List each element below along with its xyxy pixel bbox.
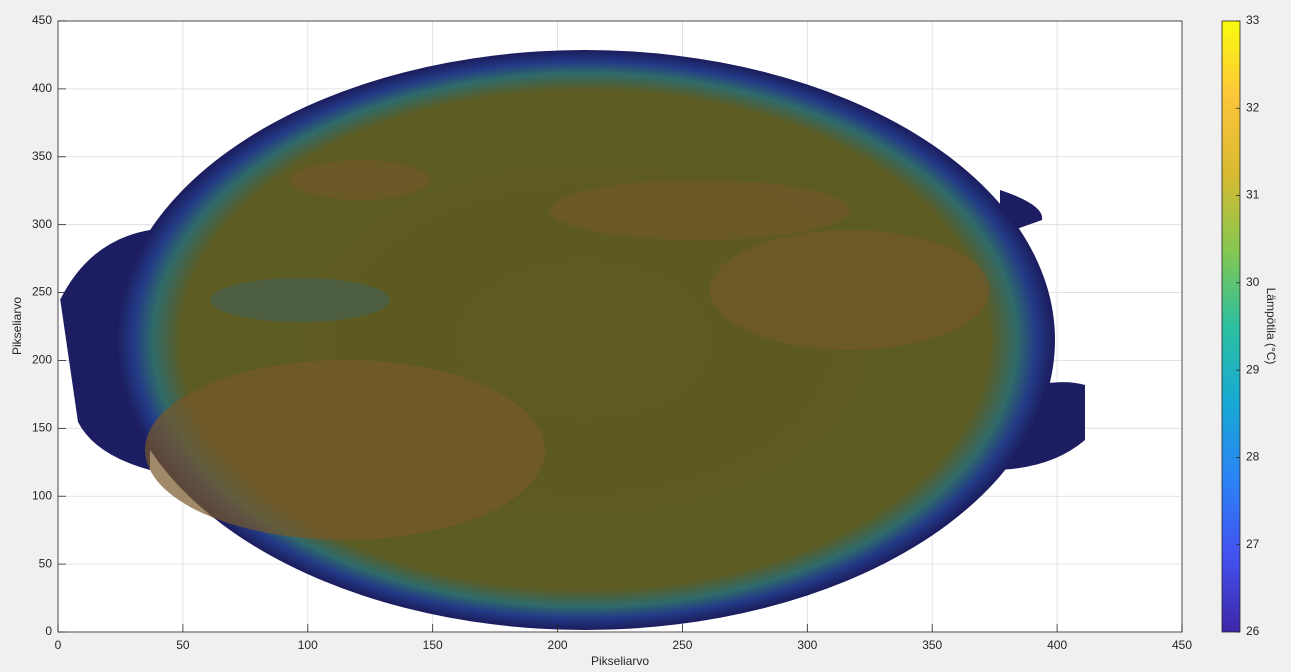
image-region [710, 230, 990, 350]
x-tick-label: 400 [1047, 638, 1067, 652]
colorbar-label: Lämpötila (°C) [1264, 288, 1278, 365]
colorbar-tick-label: 31 [1246, 188, 1260, 202]
y-axis-label: Pikseliarvo [10, 297, 24, 355]
x-tick-label: 250 [672, 638, 692, 652]
colorbar-tick-label: 27 [1246, 537, 1260, 551]
x-tick-label: 200 [548, 638, 568, 652]
y-tick-label: 0 [45, 624, 52, 638]
x-tick-label: 450 [1172, 638, 1192, 652]
x-axis-label: Pikseliarvo [591, 654, 649, 668]
colorbar-tick-label: 28 [1246, 450, 1260, 464]
y-tick-label: 100 [32, 488, 52, 502]
y-tick-label: 350 [32, 149, 52, 163]
image-region [210, 278, 390, 322]
x-tick-label: 150 [423, 638, 443, 652]
y-tick-label: 150 [32, 421, 52, 435]
y-tick-label: 400 [32, 81, 52, 95]
colorbar-tick-label: 33 [1246, 13, 1260, 27]
x-tick-label: 350 [922, 638, 942, 652]
colorbar-tick-label: 32 [1246, 100, 1260, 114]
y-tick-label: 50 [39, 556, 53, 570]
x-tick-label: 300 [797, 638, 817, 652]
image-region [550, 180, 850, 240]
y-tick-label: 300 [32, 217, 52, 231]
page: {"chart_data": {"type": "heatmap", "xlab… [0, 0, 1291, 672]
x-tick-label: 100 [298, 638, 318, 652]
y-tick-label: 450 [32, 13, 52, 27]
x-tick-label: 50 [176, 638, 190, 652]
y-tick-label: 250 [32, 285, 52, 299]
colorbar-tick-label: 30 [1246, 275, 1260, 289]
y-tick-label: 200 [32, 353, 52, 367]
colorbar: 26 27 28 29 30 31 32 33 [1222, 13, 1260, 638]
x-tick-label: 0 [55, 638, 62, 652]
image-region [145, 360, 545, 540]
colorbar-tick-label: 29 [1246, 362, 1260, 376]
colorbar-tick-label: 26 [1246, 624, 1260, 638]
colorbar-scale [1222, 21, 1240, 632]
image-region [290, 160, 430, 200]
chart: Pikseliarvo Pikseliarvo 26 27 28 29 30 31 32 33… [0, 0, 1291, 672]
